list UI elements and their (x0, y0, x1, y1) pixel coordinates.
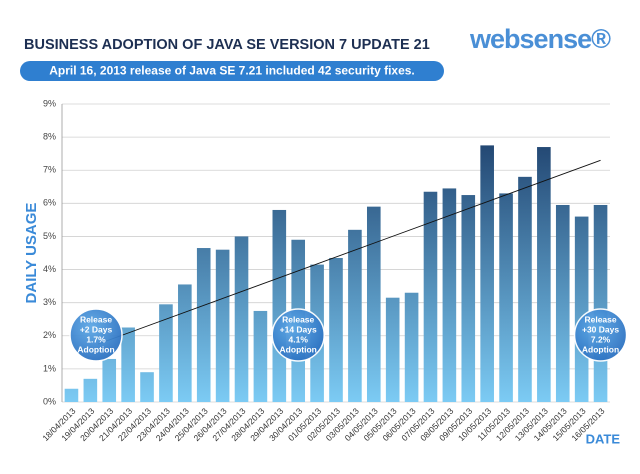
bar (159, 304, 173, 402)
y-tick-label: 8% (43, 131, 56, 141)
y-tick-label: 6% (43, 198, 56, 208)
subtitle-bar (20, 61, 444, 81)
annotation-text: Release (282, 314, 314, 324)
annotation-text: +14 Days (280, 324, 317, 334)
y-tick-label: 2% (43, 330, 56, 340)
annotation-text: Release (584, 314, 616, 324)
bar (537, 147, 551, 402)
bar (499, 193, 513, 402)
bar (385, 297, 400, 402)
y-tick-label: 4% (43, 264, 56, 274)
bar (404, 292, 419, 402)
chart-title: BUSINESS ADOPTION OF JAVA SE VERSION 7 U… (24, 37, 430, 53)
annotation-bubble (271, 308, 325, 362)
bar (178, 284, 192, 402)
bar (64, 388, 79, 402)
bar (480, 145, 494, 402)
annotation-text: Adoption (77, 344, 114, 354)
bar (461, 195, 476, 402)
bar (121, 327, 135, 402)
annotation-text: +2 Days (80, 324, 113, 334)
bar (140, 372, 154, 402)
bar (329, 257, 343, 402)
annotation-text: Release (80, 314, 112, 324)
annotation-bubble (69, 308, 123, 362)
y-tick-label: 0% (43, 396, 56, 406)
bar (555, 204, 570, 402)
y-tick-label: 9% (43, 98, 56, 108)
annotation-text: 7.2% (591, 334, 611, 344)
bar (574, 216, 589, 402)
annotation-text: +30 Days (582, 324, 619, 334)
annotation-text: 1.7% (86, 334, 106, 344)
bar (518, 176, 532, 402)
annotation-bubble (573, 308, 628, 362)
y-tick-label: 1% (43, 363, 56, 373)
bar (593, 204, 608, 402)
annotation-text: Adoption (280, 344, 317, 354)
bar (234, 236, 249, 402)
annotation-text: Adoption (582, 344, 619, 354)
bar (366, 206, 381, 402)
x-axis-label: DATE (586, 431, 621, 446)
bar (215, 249, 230, 402)
trend-line (97, 159, 601, 345)
bar (423, 191, 438, 402)
bar (348, 229, 362, 402)
y-tick-label: 3% (43, 297, 56, 307)
bar (196, 248, 211, 402)
bar (253, 310, 268, 402)
y-tick-label: 7% (43, 165, 56, 175)
bar (83, 378, 98, 402)
subtitle: April 16, 2013 release of Java SE 7.21 i… (49, 64, 415, 78)
y-tick-label: 5% (43, 231, 56, 241)
bar (272, 209, 287, 402)
y-axis-label: DAILY USAGE (23, 203, 40, 304)
logo: websense® (469, 24, 611, 54)
annotation-text: 4.1% (289, 334, 309, 344)
bar (102, 358, 117, 402)
bar (442, 188, 457, 402)
